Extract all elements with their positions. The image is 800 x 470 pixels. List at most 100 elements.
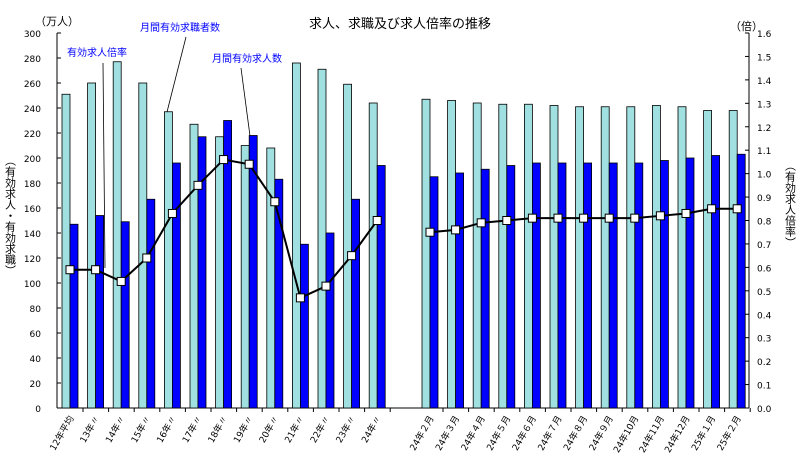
y-axis-label: （有効求人・有効求職） xyxy=(4,155,17,276)
openings-bar xyxy=(223,120,233,409)
openings-bar xyxy=(376,165,386,409)
ratio-marker xyxy=(655,211,665,221)
ratio-marker xyxy=(451,225,461,235)
y2-tick-label: 1.4 xyxy=(757,77,772,87)
x-tick-label: 20年〃 xyxy=(256,414,281,446)
y-tick-label: 80 xyxy=(30,305,42,315)
seekers-bar xyxy=(343,83,353,409)
openings-bar xyxy=(146,198,156,409)
ratio-marker xyxy=(630,213,640,223)
seekers-bar xyxy=(87,82,96,409)
x-tick-label: 24年２月 xyxy=(407,414,437,453)
openings-bar xyxy=(660,160,669,409)
chart-title: 求人、求職及び求人倍率の推移 xyxy=(309,16,491,32)
openings-bar xyxy=(480,168,490,409)
openings-bar xyxy=(351,198,361,409)
y-tick-label: 160 xyxy=(24,205,41,215)
ratio-marker xyxy=(553,213,563,223)
openings-bar xyxy=(248,135,258,409)
openings-bar xyxy=(69,223,79,409)
ratio-marker xyxy=(579,213,589,223)
x-tick-label: 19年〃 xyxy=(231,414,256,446)
ratio-marker xyxy=(527,213,537,223)
openings-bar xyxy=(429,176,439,409)
right-unit-label: （倍） xyxy=(730,19,763,33)
seekers-bar xyxy=(677,106,687,409)
y2-tick-label: 0.5 xyxy=(757,288,771,298)
ratio-marker xyxy=(347,251,357,261)
ratio-marker xyxy=(142,253,152,263)
openings-bar xyxy=(583,162,592,409)
y-tick-label: 260 xyxy=(24,80,41,90)
openings-bar xyxy=(506,165,516,409)
x-tick-label: 13年〃 xyxy=(77,414,102,446)
ratio-marker xyxy=(91,265,101,275)
openings-bar xyxy=(736,153,746,409)
seekers-bar xyxy=(575,106,584,409)
openings-bar xyxy=(197,136,207,409)
ratio-marker xyxy=(270,197,280,207)
ratio-marker xyxy=(244,159,254,169)
y2-tick-label: 0.0 xyxy=(757,405,772,415)
y2-tick-label: 0.6 xyxy=(757,264,772,274)
ratio-marker xyxy=(65,265,75,275)
ratio-marker xyxy=(476,218,486,228)
ratio-marker xyxy=(167,208,177,218)
openings-annotation: 月間有効求人数 xyxy=(212,52,282,65)
seekers-bar xyxy=(61,93,71,409)
y-tick-label: 280 xyxy=(24,55,41,65)
x-tick-label: 24年６月 xyxy=(509,414,539,453)
seekers-bar xyxy=(240,145,250,409)
ratio-marker xyxy=(116,276,126,286)
y-tick-label: 120 xyxy=(24,255,41,265)
openings-bar xyxy=(685,157,695,409)
y2-tick-label: 0.2 xyxy=(757,358,771,368)
y2-tick-label: 1.1 xyxy=(757,147,771,157)
y2-tick-label: 0.7 xyxy=(757,241,771,251)
y2-tick-label: 0.8 xyxy=(757,218,772,228)
seekers-bar xyxy=(291,62,301,409)
x-tick-label: 24年８月 xyxy=(561,414,591,453)
x-tick-label: 23年〃 xyxy=(333,414,358,446)
y2-tick-label: 0.9 xyxy=(757,194,772,204)
y2-tick-label: 1.0 xyxy=(757,171,772,181)
x-tick-label: 21年〃 xyxy=(282,414,307,446)
x-tick-label: 18年〃 xyxy=(205,414,230,446)
seekers-bar xyxy=(652,105,661,409)
seekers-annotation: 月間有効求職者数 xyxy=(140,21,220,34)
x-tick-label: 25年１月 xyxy=(689,414,719,453)
y2-tick-label: 0.3 xyxy=(757,335,771,345)
ratio-marker xyxy=(372,216,382,225)
ratio-pointer xyxy=(102,62,106,269)
y-tick-label: 20 xyxy=(30,380,42,390)
x-tick-label: 24年３月 xyxy=(433,414,463,453)
ratio-marker xyxy=(425,227,435,237)
y2-axis-label: （有効求人倍率） xyxy=(784,160,797,248)
seekers-bar xyxy=(472,102,482,409)
openings-bar xyxy=(120,221,130,409)
y-tick-label: 60 xyxy=(30,330,42,340)
openings-bar xyxy=(325,232,335,409)
openings-bar xyxy=(455,172,465,409)
seekers-bar xyxy=(600,106,610,409)
seekers-bar xyxy=(421,98,431,409)
openings-bar xyxy=(711,155,720,409)
x-tick-label: 14年〃 xyxy=(103,414,128,446)
y2-tick-label: 1.5 xyxy=(757,53,771,63)
ratio-annotation: 有効求人倍率 xyxy=(67,46,127,59)
seekers-bar xyxy=(189,123,199,409)
y-tick-label: 0 xyxy=(35,405,41,415)
x-tick-label: 22年〃 xyxy=(307,414,332,446)
seekers-bar xyxy=(728,110,738,409)
seekers-bar xyxy=(368,102,378,409)
seekers-bar xyxy=(317,68,327,409)
y2-tick-label: 1.3 xyxy=(757,100,771,110)
ratio-marker xyxy=(707,204,717,214)
x-tick-label: 24年７月 xyxy=(535,414,565,453)
y-tick-label: 200 xyxy=(24,155,41,165)
seekers-bar xyxy=(266,147,276,409)
openings-bar xyxy=(634,162,644,409)
y2-tick-label: 0.1 xyxy=(757,382,771,392)
seekers-bar xyxy=(703,110,712,409)
